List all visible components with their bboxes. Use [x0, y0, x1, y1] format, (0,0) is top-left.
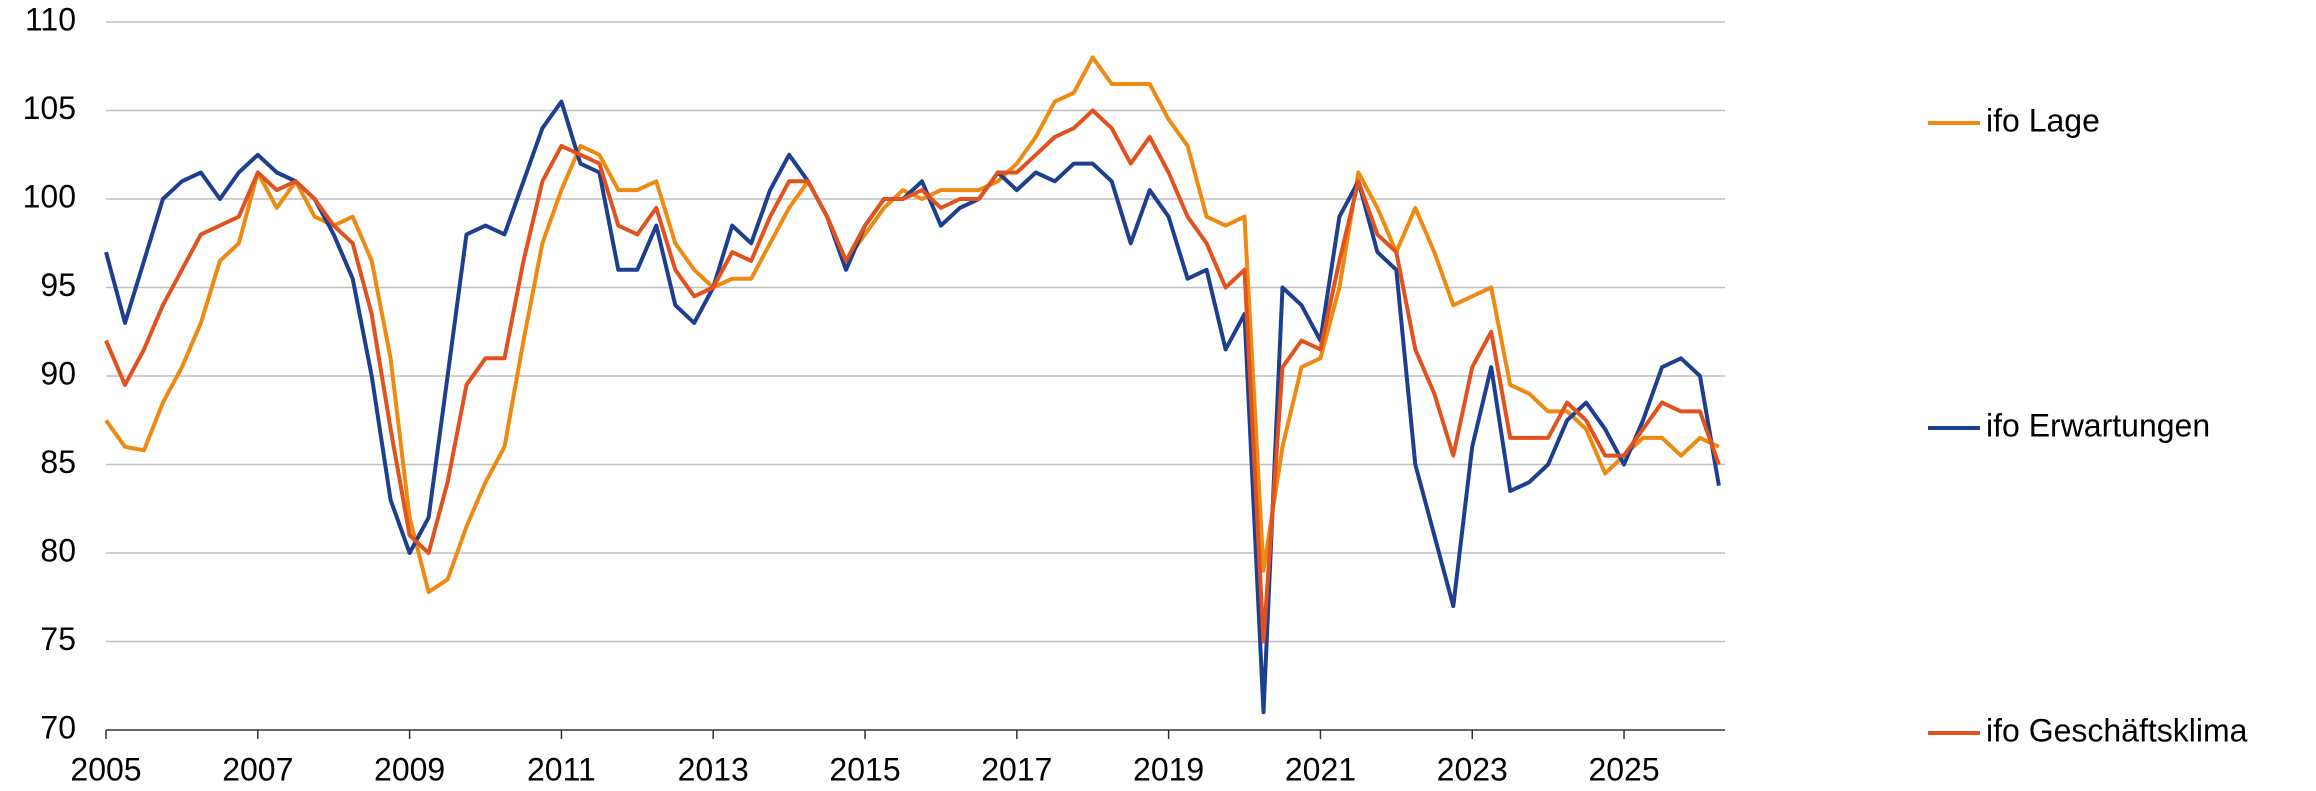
x-tick-label: 2009	[374, 751, 445, 787]
y-tick-label: 105	[23, 90, 76, 126]
y-tick-label: 85	[40, 444, 76, 480]
y-tick-label: 95	[40, 267, 76, 303]
series-line	[104, 108, 1721, 644]
x-tick-label: 2023	[1437, 751, 1508, 787]
y-tick-label: 100	[23, 178, 76, 214]
x-tick-label: 2021	[1285, 751, 1356, 787]
x-tick-label: 2011	[527, 751, 596, 787]
y-tick-label: 80	[40, 532, 76, 568]
x-tick-label: 2007	[222, 751, 293, 787]
x-tick-label: 2015	[829, 751, 900, 787]
x-tick-label: 2017	[981, 751, 1052, 787]
y-tick-label: 70	[40, 709, 76, 745]
legend-label: ifo Geschäftsklima	[1986, 712, 2248, 748]
y-tick-label: 75	[40, 621, 76, 657]
series-line	[104, 55, 1720, 594]
legend-label: ifo Erwartungen	[1986, 407, 2210, 443]
x-tick-label: 2019	[1133, 751, 1204, 787]
y-tick-label: 90	[40, 355, 76, 391]
x-tick-label: 2025	[1588, 751, 1659, 787]
series-line	[104, 99, 1721, 715]
x-tick-label: 2005	[70, 751, 141, 787]
y-tick-label: 110	[25, 1, 76, 37]
legend-label: ifo Lage	[1986, 102, 2100, 138]
x-tick-label: 2013	[678, 751, 749, 787]
